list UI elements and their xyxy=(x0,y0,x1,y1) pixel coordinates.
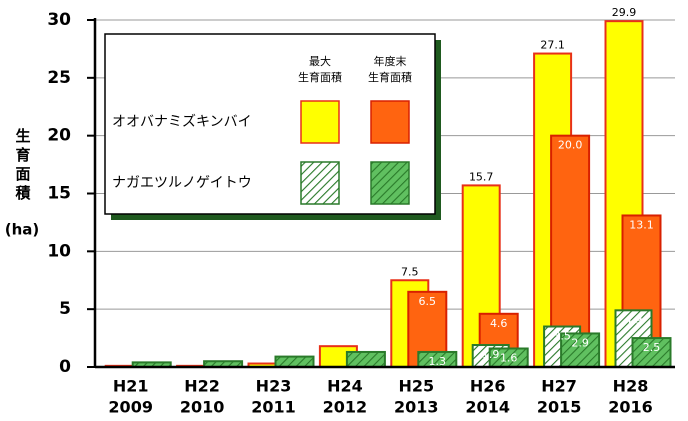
bar xyxy=(560,332,601,368)
value-label: 20.0 xyxy=(558,139,583,152)
x-tick-label: H21 xyxy=(113,377,149,396)
y-tick-label: 25 xyxy=(47,68,71,88)
x-tick-label: H28 xyxy=(613,377,649,396)
x-tick-label: H22 xyxy=(184,377,220,396)
legend-swatch xyxy=(300,100,340,144)
x-tick-label: H26 xyxy=(470,377,506,396)
value-label: 4.6 xyxy=(490,317,508,330)
x-tick-label: 2014 xyxy=(465,398,510,417)
value-label: 27.1 xyxy=(540,39,565,52)
value-label: 1.9 xyxy=(482,348,500,361)
value-label: 29.9 xyxy=(612,6,637,19)
x-tick-label: 2010 xyxy=(180,398,225,417)
legend-label: オオバナミズキンバイ xyxy=(112,114,252,130)
y-tick-label: 10 xyxy=(47,241,71,261)
x-tick-label: 2013 xyxy=(394,398,439,417)
y-tick-label: 30 xyxy=(47,10,71,30)
value-label: 4.9 xyxy=(625,313,643,326)
value-label: 15.7 xyxy=(469,170,494,183)
value-label: 2.9 xyxy=(571,336,589,349)
value-label: 1.3 xyxy=(429,355,447,368)
y-axis-unit: (ha) xyxy=(5,221,40,239)
x-tick-label: H27 xyxy=(541,377,577,396)
legend-header: 生育面積 xyxy=(368,70,412,84)
legend-header: 最大 xyxy=(309,54,331,68)
legend-swatch xyxy=(370,100,410,144)
x-tick-label: H23 xyxy=(256,377,292,396)
x-tick-label: 2011 xyxy=(251,398,296,417)
legend-label: ナガエツルノゲイトウ xyxy=(112,175,252,191)
value-label: 3.5 xyxy=(553,330,571,343)
y-axis-label: 生育面積 xyxy=(14,127,32,204)
value-label: 7.5 xyxy=(401,265,419,278)
y-tick-label: 20 xyxy=(47,126,71,146)
y-tick-label: 0 xyxy=(59,357,71,377)
y-tick-label: 15 xyxy=(47,184,71,204)
value-label: 13.1 xyxy=(629,218,654,231)
value-label: 2.5 xyxy=(643,341,661,354)
bar xyxy=(345,350,386,369)
value-label: 1.6 xyxy=(500,351,518,364)
value-label: 6.5 xyxy=(419,295,437,308)
y-tick-label: 5 xyxy=(59,299,71,319)
x-tick-label: 2012 xyxy=(323,398,368,417)
x-tick-label: H24 xyxy=(327,377,363,396)
legend-header: 生育面積 xyxy=(298,70,342,84)
x-tick-label: 2015 xyxy=(537,398,582,417)
bar xyxy=(274,355,315,368)
legend-swatch xyxy=(300,161,340,205)
x-tick-label: 2009 xyxy=(108,398,153,417)
legend-header: 年度末 xyxy=(374,54,407,68)
x-tick-label: 2016 xyxy=(608,398,653,417)
legend-swatch xyxy=(370,161,410,205)
x-tick-label: H25 xyxy=(398,377,434,396)
